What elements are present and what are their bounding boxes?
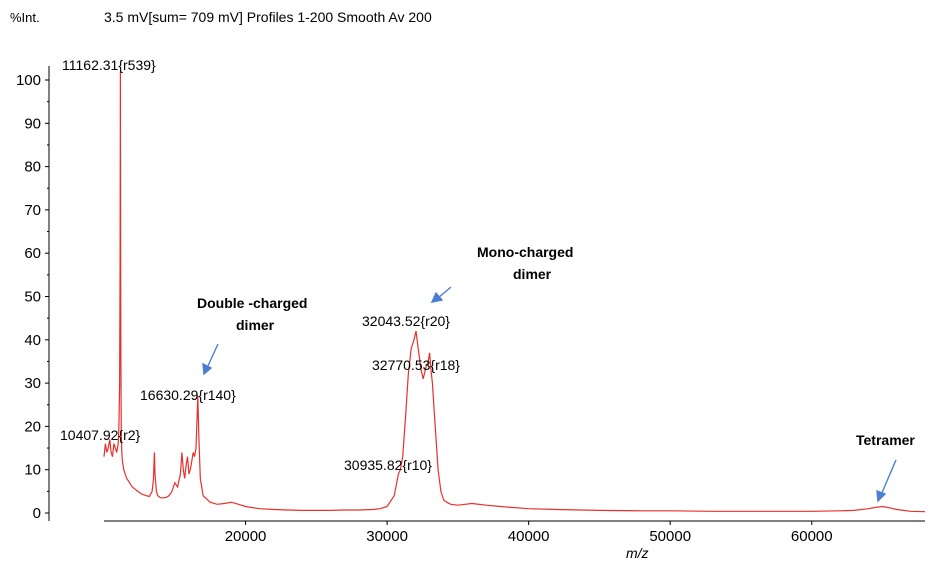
x-tick-label: 30000	[366, 528, 408, 545]
arrow-double-charged	[202, 343, 219, 376]
y-ticks: 0 10 20 30 40 50 60 70 80 90 100	[16, 72, 49, 522]
annotation-double-charged-line2: dimer	[236, 317, 275, 333]
y-axis-label: %Int.	[10, 10, 40, 25]
x-tick-label: 40000	[508, 528, 550, 545]
x-ticks: 20000 30000 40000 50000 60000	[225, 521, 833, 545]
annotation-double-charged-line1: Double -charged	[197, 295, 307, 311]
y-tick-label: 30	[24, 375, 41, 392]
axes	[48, 66, 925, 522]
annotation-mono-charged-line2: dimer	[513, 266, 552, 282]
y-tick-label: 10	[24, 462, 41, 479]
peak-label-16630: 16630.29{r140}	[140, 387, 236, 403]
annotation-tetramer: Tetramer	[856, 432, 915, 448]
peak-label-11162: 11162.31{r539}	[62, 57, 156, 73]
peak-label-32043: 32043.52{r20}	[362, 313, 450, 329]
arrow-mono-charged	[430, 286, 452, 303]
y-tick-label: 20	[24, 418, 41, 435]
arrows	[202, 286, 897, 503]
arrow-tetramer	[876, 459, 897, 503]
y-tick-label: 60	[24, 245, 41, 262]
peak-labels: 11162.31{r539} 10407.92{r2} 16630.29{r14…	[60, 57, 460, 473]
y-tick-label: 80	[24, 159, 41, 176]
x-tick-label: 20000	[225, 528, 267, 545]
y-tick-label: 70	[24, 202, 41, 219]
x-tick-label: 60000	[791, 528, 833, 545]
peak-label-32770: 32770.53{r18}	[372, 357, 460, 373]
y-tick-label: 50	[24, 289, 41, 306]
peak-label-10407: 10407.92{r2}	[60, 427, 141, 443]
y-tick-label: 100	[16, 72, 41, 89]
y-tick-label: 0	[33, 505, 41, 522]
x-tick-label: 50000	[649, 528, 691, 545]
y-tick-label: 90	[24, 115, 41, 132]
spectrum-line	[103, 71, 926, 513]
x-axis-label: m/z	[626, 545, 649, 561]
y-tick-label: 40	[24, 332, 41, 349]
chart-header: 3.5 mV[sum= 709 mV] Profiles 1-200 Smoot…	[104, 9, 432, 25]
annotations: Double -charged dimer Mono-charged dimer…	[197, 244, 915, 448]
peak-label-30935: 30935.82{r10}	[344, 457, 432, 473]
annotation-mono-charged-line1: Mono-charged	[477, 244, 573, 260]
